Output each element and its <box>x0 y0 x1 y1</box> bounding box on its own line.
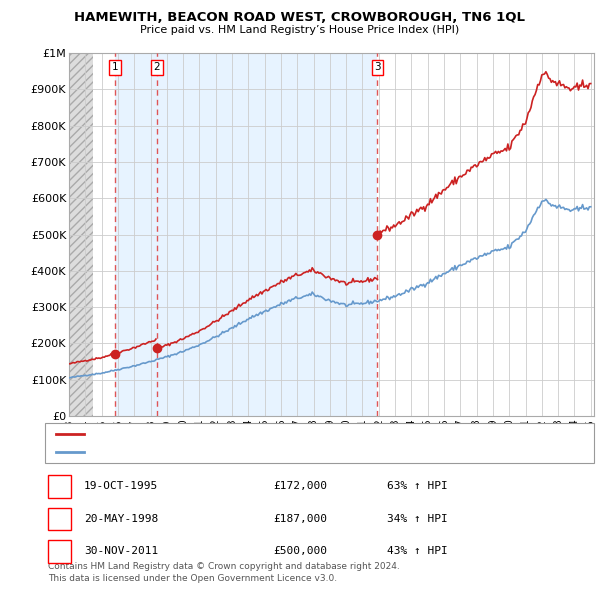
Text: Contains HM Land Registry data © Crown copyright and database right 2024.
This d: Contains HM Land Registry data © Crown c… <box>48 562 400 583</box>
Text: 2: 2 <box>56 514 63 524</box>
Bar <box>115 53 157 416</box>
Text: 19-OCT-1995: 19-OCT-1995 <box>84 481 158 491</box>
Text: 2: 2 <box>154 62 160 72</box>
Text: 43% ↑ HPI: 43% ↑ HPI <box>387 546 448 556</box>
Text: 1: 1 <box>112 62 118 72</box>
Text: £500,000: £500,000 <box>273 546 327 556</box>
Text: HAMEWITH, BEACON ROAD WEST, CROWBOROUGH, TN6 1QL (detached house): HAMEWITH, BEACON ROAD WEST, CROWBOROUGH,… <box>88 430 485 440</box>
Text: 63% ↑ HPI: 63% ↑ HPI <box>387 481 448 491</box>
Bar <box>69 53 94 416</box>
Text: 3: 3 <box>56 546 63 556</box>
Text: 3: 3 <box>374 62 381 72</box>
Text: HPI: Average price, detached house, Wealden: HPI: Average price, detached house, Weal… <box>88 447 316 457</box>
Text: HAMEWITH, BEACON ROAD WEST, CROWBOROUGH, TN6 1QL: HAMEWITH, BEACON ROAD WEST, CROWBOROUGH,… <box>74 11 526 24</box>
Text: 34% ↑ HPI: 34% ↑ HPI <box>387 514 448 524</box>
Text: £187,000: £187,000 <box>273 514 327 524</box>
Text: £172,000: £172,000 <box>273 481 327 491</box>
Text: 1: 1 <box>56 481 63 491</box>
Bar <box>157 53 377 416</box>
Text: 20-MAY-1998: 20-MAY-1998 <box>84 514 158 524</box>
Text: 30-NOV-2011: 30-NOV-2011 <box>84 546 158 556</box>
Text: Price paid vs. HM Land Registry’s House Price Index (HPI): Price paid vs. HM Land Registry’s House … <box>140 25 460 35</box>
